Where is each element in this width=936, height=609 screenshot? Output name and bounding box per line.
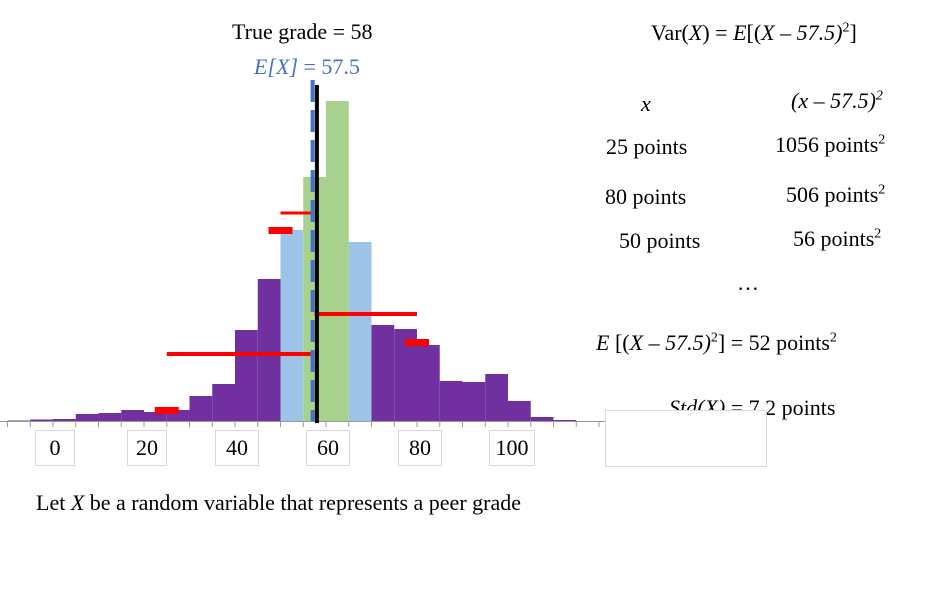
x-tick-label: 20 <box>127 430 167 466</box>
histogram-bar <box>508 401 531 421</box>
histogram-bar <box>394 329 417 421</box>
table-row-sq: 1056 points2 <box>775 132 886 157</box>
histogram-bar <box>121 410 144 421</box>
caption: Let X be a random variable that represen… <box>36 490 522 515</box>
histogram-bar <box>75 414 99 421</box>
blank-label-box <box>605 410 767 467</box>
histogram-bar <box>371 325 395 421</box>
expectation-result: E [(X – 57.5)2] = 52 points2 <box>596 330 837 355</box>
table-header-sq: (x – 57.5)2 <box>791 88 883 113</box>
deviation-marker <box>154 407 179 414</box>
mean-label: E[X] = 57.5 <box>254 54 360 79</box>
histogram-bar <box>212 384 235 421</box>
table-row-sq: 506 points2 <box>786 182 886 207</box>
deviation-marker <box>405 339 429 346</box>
table-row-x: 25 points <box>606 134 688 159</box>
histogram-bar <box>98 413 122 421</box>
x-tick-label: 60 <box>306 430 350 466</box>
histogram-bar <box>53 419 76 421</box>
histogram-bar <box>439 381 463 421</box>
x-tick-label: 0 <box>35 430 75 466</box>
histogram-bar <box>144 412 167 421</box>
histogram-bar <box>417 345 440 421</box>
table-ellipsis: … <box>737 270 759 295</box>
table-row-x: 50 points <box>619 228 701 253</box>
histogram-bar <box>530 417 554 421</box>
x-tick-label: 40 <box>215 430 259 466</box>
x-tick-label: 100 <box>489 430 535 466</box>
histogram-bar <box>462 382 486 421</box>
variance-formula: Var(X) = E[(X – 57.5)2] <box>651 20 857 45</box>
histogram-bar <box>235 330 258 421</box>
table-row-x: 80 points <box>605 184 687 209</box>
deviation-marker <box>268 227 293 234</box>
histogram-bar <box>280 230 304 421</box>
histogram-bar <box>30 419 53 421</box>
histogram-bar <box>257 279 281 421</box>
histogram-bar <box>166 410 190 421</box>
histogram-bar <box>7 420 31 421</box>
histogram-bar <box>348 242 372 421</box>
table-header-x: x <box>641 91 651 116</box>
histogram-bar <box>189 396 213 421</box>
true-grade-label: True grade = 58 <box>232 19 373 44</box>
histogram-bar <box>485 374 508 421</box>
table-row-sq: 56 points2 <box>793 226 882 251</box>
histogram-bar <box>326 101 349 421</box>
x-tick-label: 80 <box>398 430 442 466</box>
histogram-bar <box>553 420 577 421</box>
